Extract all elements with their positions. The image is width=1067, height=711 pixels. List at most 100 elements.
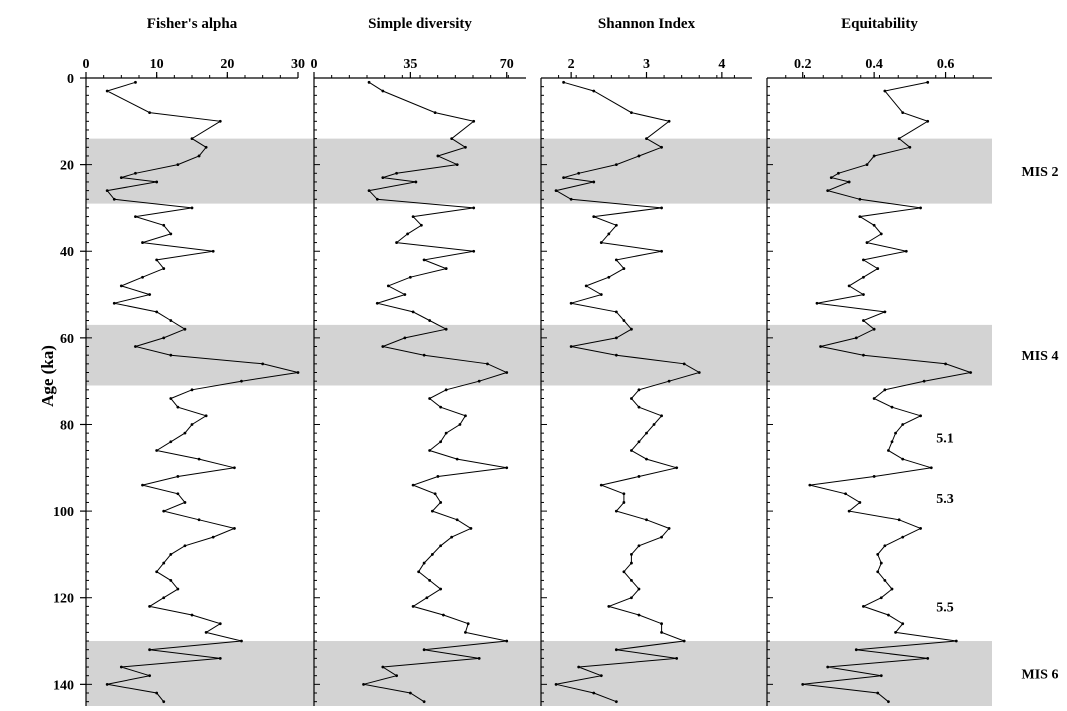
data-point — [455, 518, 459, 522]
data-point — [439, 440, 443, 444]
data-point — [428, 579, 432, 582]
data-point — [395, 241, 398, 244]
panel-3: 2 3 4 Shannon Index — [540, 16, 752, 706]
x-tick-label: 4 — [718, 57, 725, 72]
data-point — [381, 345, 385, 348]
data-point — [141, 241, 144, 244]
data-point — [682, 639, 686, 643]
data-point — [472, 249, 476, 253]
data-point — [455, 163, 459, 167]
data-point — [865, 241, 869, 244]
data-point — [901, 457, 905, 461]
stage-band-2 — [86, 324, 992, 386]
data-point — [204, 145, 208, 149]
data-point — [466, 622, 470, 626]
data-point — [464, 414, 467, 418]
data-point — [458, 423, 462, 426]
panel-2: 0 35 70 Simple diversity — [311, 16, 526, 706]
data-point — [190, 206, 194, 210]
data-point — [876, 691, 880, 695]
data-point — [218, 656, 222, 660]
data-point — [630, 553, 633, 556]
panel-title: Simple diversity — [368, 16, 472, 32]
data-point — [406, 232, 410, 236]
data-point — [622, 319, 626, 322]
data-point — [614, 648, 618, 652]
data-point — [622, 501, 626, 504]
data-point — [630, 397, 633, 400]
x-tick-label: 35 — [403, 57, 417, 72]
data-point — [682, 362, 686, 366]
data-point — [622, 267, 626, 270]
data-point — [197, 154, 201, 158]
data-point — [630, 111, 633, 115]
data-point — [569, 345, 573, 348]
data-point — [442, 613, 445, 617]
data-point — [505, 466, 509, 470]
data-point — [569, 197, 573, 201]
data-point — [847, 180, 851, 184]
data-point — [844, 492, 847, 496]
data-point — [826, 189, 830, 193]
data-point — [897, 137, 901, 141]
data-point — [969, 371, 972, 374]
data-point — [890, 440, 894, 444]
data-point — [879, 561, 883, 565]
data-point — [862, 319, 865, 322]
data-point — [901, 423, 905, 426]
data-point — [637, 388, 641, 392]
data-point — [148, 111, 152, 115]
data-point — [176, 492, 180, 496]
data-point — [105, 682, 109, 686]
x-tick-label: 70 — [500, 57, 514, 72]
data-point — [422, 258, 426, 262]
data-point — [901, 111, 905, 115]
data-point — [367, 189, 371, 193]
substage-label: 5.5 — [936, 600, 954, 615]
data-point — [155, 691, 159, 695]
data-point — [162, 336, 166, 340]
data-point — [607, 232, 611, 236]
data-point — [472, 206, 476, 210]
x-tick-label: 3 — [643, 57, 650, 72]
data-point — [119, 176, 123, 180]
data-point — [872, 154, 876, 158]
data-point — [883, 388, 887, 392]
data-point — [411, 310, 415, 314]
data-point — [395, 171, 398, 175]
data-point — [428, 319, 432, 322]
data-point — [375, 197, 379, 201]
x-tick-label: 20 — [220, 57, 234, 72]
data-point — [872, 475, 876, 478]
data-point — [667, 379, 671, 383]
data-point — [801, 682, 805, 686]
data-point — [183, 544, 187, 548]
data-point — [141, 483, 144, 487]
data-point — [169, 553, 173, 556]
data-point — [362, 682, 365, 686]
data-point — [645, 137, 648, 141]
data-point — [240, 639, 243, 643]
data-point — [176, 163, 180, 167]
stage-band-3 — [86, 641, 992, 706]
data-point — [403, 336, 407, 340]
substage-label: 5.1 — [936, 431, 954, 446]
data-point — [630, 596, 633, 600]
data-point — [419, 223, 423, 227]
data-point — [176, 475, 180, 478]
data-point — [645, 518, 648, 522]
data-point — [204, 414, 208, 418]
x-tick-label: 0.6 — [937, 57, 955, 72]
data-point — [119, 284, 123, 288]
data-point — [614, 163, 618, 167]
data-point — [919, 206, 922, 210]
data-point — [847, 509, 851, 513]
y-tick-label: 60 — [60, 332, 74, 347]
y-tick-label: 20 — [60, 159, 74, 174]
data-point — [883, 579, 887, 582]
data-point — [614, 258, 618, 262]
data-point — [439, 405, 443, 409]
data-point — [592, 215, 596, 218]
data-point — [577, 665, 581, 669]
